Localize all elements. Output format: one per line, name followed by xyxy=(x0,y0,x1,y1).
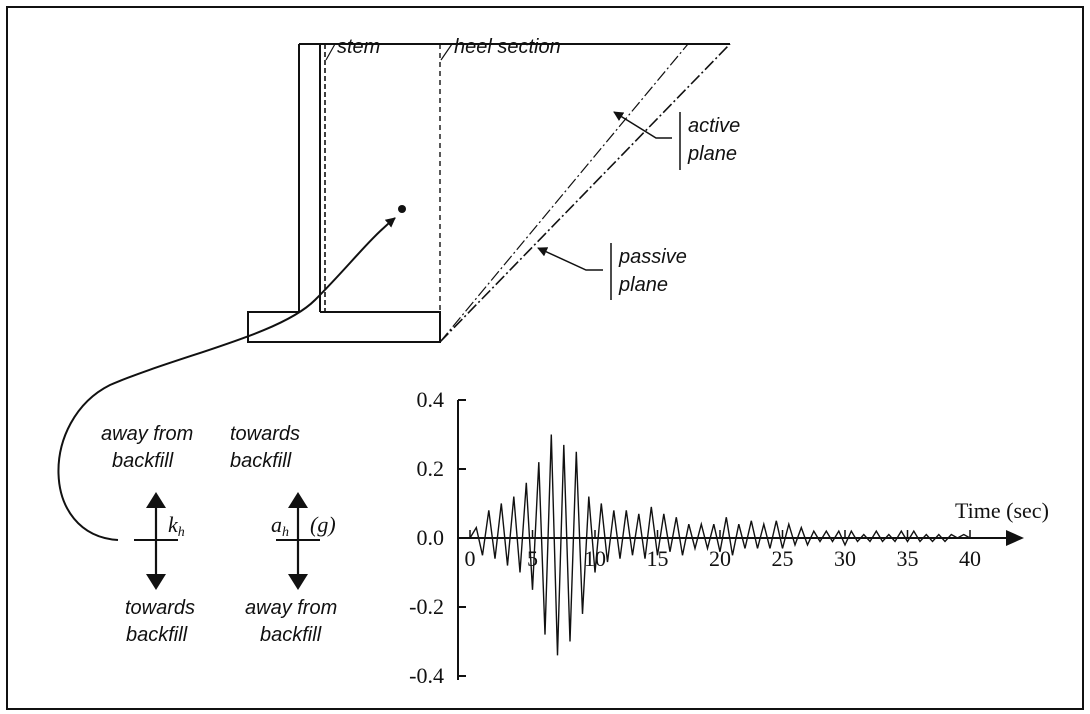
y-tick-label: 0.2 xyxy=(417,456,445,481)
towards-label-top-1: towards xyxy=(230,423,300,445)
y-tick-label: 0.4 xyxy=(417,387,445,412)
recording-curve xyxy=(57,217,396,541)
heel-leader xyxy=(440,43,453,61)
x-tick-label: 0 xyxy=(465,546,476,571)
passive-label-2: plane xyxy=(618,274,668,296)
ah-symbol: ah xyxy=(271,512,289,540)
active-plane-line xyxy=(439,43,689,343)
away-from-label-bot-1: away from xyxy=(245,597,337,619)
x-tick-label: 35 xyxy=(897,546,919,571)
x-axis-label: Time (sec) xyxy=(955,498,1049,523)
x-tick-label: 15 xyxy=(647,546,669,571)
away-from-label-top-2: backfill xyxy=(112,450,174,472)
y-tick-label: -0.2 xyxy=(409,594,444,619)
passive-plane-line xyxy=(439,43,731,343)
towards-label-top-2: backfill xyxy=(230,450,292,472)
kh-symbol: kh xyxy=(168,512,185,540)
towards-label-bot-2: backfill xyxy=(126,624,188,646)
ah-unit: (g) xyxy=(310,512,336,537)
stem-label: stem xyxy=(337,36,380,58)
x-axis-arrowhead xyxy=(1006,530,1024,546)
acceleration-trace xyxy=(469,434,971,656)
x-tick-label: 10 xyxy=(584,546,606,571)
wall-stem-front xyxy=(247,44,441,343)
x-tick-label: 5 xyxy=(527,546,538,571)
x-tick-label: 40 xyxy=(959,546,981,571)
away-from-label-bot-2: backfill xyxy=(260,624,322,646)
x-tick-label: 30 xyxy=(834,546,856,571)
passive-label-1: passive xyxy=(618,246,687,268)
y-tick-label: 0.0 xyxy=(417,525,445,550)
away-from-label-top-1: away from xyxy=(101,423,193,445)
stem-leader xyxy=(325,43,336,61)
heel-section-label: heel section xyxy=(454,36,561,58)
acceleration-time-history-chart: Time (sec) 0.4 0.2 0.0 -0.2 -0.4 0 5 10 15 20 25 3… xyxy=(409,387,1049,688)
active-label-2: plane xyxy=(687,143,737,165)
ah-double-arrow xyxy=(276,492,320,590)
towards-label-bot-1: towards xyxy=(125,597,195,619)
active-label-1: active xyxy=(688,115,740,137)
y-tick-label: -0.4 xyxy=(409,663,444,688)
figure-frame xyxy=(6,6,1084,710)
wall-stem-outline xyxy=(299,43,321,312)
active-arrow xyxy=(613,111,672,139)
passive-arrow xyxy=(537,247,603,271)
x-tick-label: 20 xyxy=(709,546,731,571)
kh-double-arrow xyxy=(134,492,178,590)
x-tick-label: 25 xyxy=(772,546,794,571)
recording-point xyxy=(398,205,406,213)
retaining-wall xyxy=(247,43,441,343)
